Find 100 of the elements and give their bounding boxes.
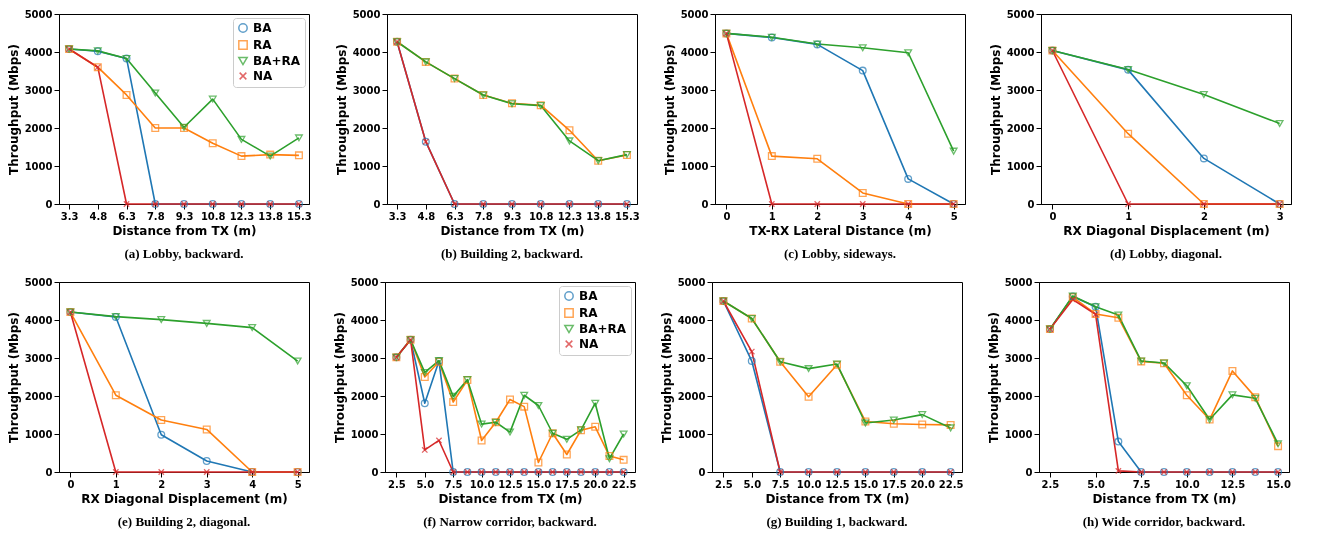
x-tick-label: 10.0 — [796, 478, 822, 490]
x-tick-label: 7.8 — [146, 210, 165, 222]
x-tick-label: 0 — [67, 478, 75, 490]
y-tick-label: 4000 — [1006, 46, 1035, 58]
x-tick-label: 2.5 — [1041, 478, 1060, 490]
y-tick-label: 1000 — [1004, 428, 1033, 440]
x-tick-label: 12.3 — [557, 210, 583, 222]
x-tick-label: 4 — [249, 478, 257, 490]
x-tick-label: 7.8 — [474, 210, 493, 222]
x-tick-label: 12.3 — [229, 210, 255, 222]
y-tick-label: 0 — [45, 466, 53, 478]
y-tick-label: 3000 — [352, 84, 381, 96]
x-tick-label: 4.8 — [89, 210, 108, 222]
x-tick-label: 12.5 — [498, 478, 523, 490]
y-tick-label: 5000 — [1004, 276, 1033, 288]
legend-label: BA+RA — [253, 54, 301, 68]
x-tick-label: 13.8 — [258, 210, 284, 222]
x-tick-label: 1 — [112, 478, 120, 490]
x-tick-label: 15.0 — [526, 478, 552, 490]
y-tick-label: 5000 — [680, 8, 709, 20]
text: (h) Wide corridor, backward. — [1082, 514, 1246, 529]
x-tick-label: 7.5 — [444, 478, 463, 490]
x-tick-label: 1 — [768, 210, 776, 222]
x-tick-label: 3.3 — [388, 210, 407, 222]
y-axis-title: Throughput (Mbps) — [986, 312, 1001, 443]
legend-label: NA — [253, 69, 274, 83]
y-tick-label: 3000 — [24, 84, 53, 96]
y-tick-label: 4000 — [1004, 314, 1033, 326]
x-axis-title: Distance from TX (m) — [440, 223, 585, 238]
x-tick-label: 3 — [1276, 210, 1284, 222]
y-tick-label: 3000 — [24, 352, 53, 364]
legend-label: RA — [579, 306, 599, 320]
text: (d) Lobby, diagonal. — [1110, 246, 1222, 261]
x-tick-label: 5.0 — [1087, 478, 1105, 490]
y-axis-title: Throughput (Mbps) — [988, 44, 1003, 175]
x-tick-label: 1 — [1125, 210, 1133, 222]
x-tick-label: 12.5 — [825, 478, 850, 490]
x-axis-title: Distance from TX (m) — [112, 223, 257, 238]
x-tick-label: 10.0 — [469, 478, 495, 490]
y-tick-label: 5000 — [350, 276, 379, 288]
y-tick-label: 1000 — [1006, 160, 1035, 172]
x-tick-label: 17.5 — [881, 478, 907, 490]
y-tick-label: 1000 — [350, 428, 379, 440]
x-tick-label: 3 — [859, 210, 867, 222]
x-tick-label: 2 — [1200, 210, 1208, 222]
y-tick-label: 3000 — [1004, 352, 1033, 364]
x-tick-label: 17.5 — [554, 478, 580, 490]
x-tick-label: 2.5 — [388, 478, 406, 490]
y-tick-label: 2000 — [350, 390, 379, 402]
x-tick-label: 0 — [1049, 210, 1057, 222]
y-tick-label: 5000 — [24, 276, 53, 288]
x-tick-label: 7.5 — [771, 478, 790, 490]
x-tick-label: 15.3 — [615, 210, 640, 222]
y-tick-label: 2000 — [1006, 122, 1035, 134]
x-tick-label: 15.0 — [853, 478, 879, 490]
x-tick-label: 5.0 — [416, 478, 435, 490]
x-tick-label: 22.5 — [611, 478, 637, 490]
y-tick-label: 0 — [1025, 466, 1033, 478]
x-tick-label: 20.0 — [910, 478, 936, 490]
x-axis-title: Distance from TX (m) — [765, 491, 910, 506]
y-tick-label: 4000 — [680, 46, 709, 58]
x-tick-label: 10.0 — [1174, 478, 1200, 490]
x-tick-label: 5.0 — [743, 478, 762, 490]
x-tick-label: 2 — [158, 478, 166, 490]
y-tick-label: 0 — [701, 198, 709, 210]
y-tick-label: 0 — [1027, 198, 1035, 210]
legend-label: BA+RA — [579, 322, 627, 336]
y-tick-label: 0 — [698, 466, 706, 478]
y-axis-title: Throughput (Mbps) — [334, 44, 349, 175]
y-tick-label: 4000 — [350, 314, 379, 326]
y-axis-title: Throughput (Mbps) — [659, 312, 674, 443]
x-tick-label: 9.3 — [503, 210, 522, 222]
y-tick-label: 5000 — [24, 8, 53, 20]
y-tick-label: 3000 — [1006, 84, 1035, 96]
y-tick-label: 2000 — [24, 390, 53, 402]
x-axis-title: RX Diagonal Displacement (m) — [81, 491, 288, 506]
x-tick-label: 0 — [723, 210, 731, 222]
x-tick-label: 10.8 — [200, 210, 226, 222]
y-tick-label: 5000 — [677, 276, 706, 288]
x-axis-title: Distance from TX (m) — [438, 491, 583, 506]
x-tick-label: 2.5 — [715, 478, 733, 490]
y-tick-label: 3000 — [677, 352, 706, 364]
y-tick-label: 0 — [373, 198, 381, 210]
y-tick-label: 1000 — [24, 428, 53, 440]
text: (a) Lobby, backward. — [124, 246, 244, 261]
x-tick-label: 6.3 — [118, 210, 136, 222]
x-tick-label: 4 — [905, 210, 913, 222]
y-tick-label: 5000 — [352, 8, 381, 20]
x-axis-title: TX-RX Lateral Distance (m) — [749, 223, 932, 238]
legend-label: BA — [579, 289, 599, 303]
x-axis-title: RX Diagonal Displacement (m) — [1063, 223, 1270, 238]
y-tick-label: 2000 — [352, 122, 381, 134]
x-tick-label: 15.3 — [287, 210, 312, 222]
text: (b) Building 2, backward. — [441, 246, 583, 261]
y-tick-label: 4000 — [24, 46, 53, 58]
y-tick-label: 2000 — [1004, 390, 1033, 402]
text: (e) Building 2, diagonal. — [117, 514, 251, 529]
x-tick-label: 4.8 — [417, 210, 436, 222]
y-tick-label: 2000 — [680, 122, 709, 134]
y-tick-label: 4000 — [677, 314, 706, 326]
